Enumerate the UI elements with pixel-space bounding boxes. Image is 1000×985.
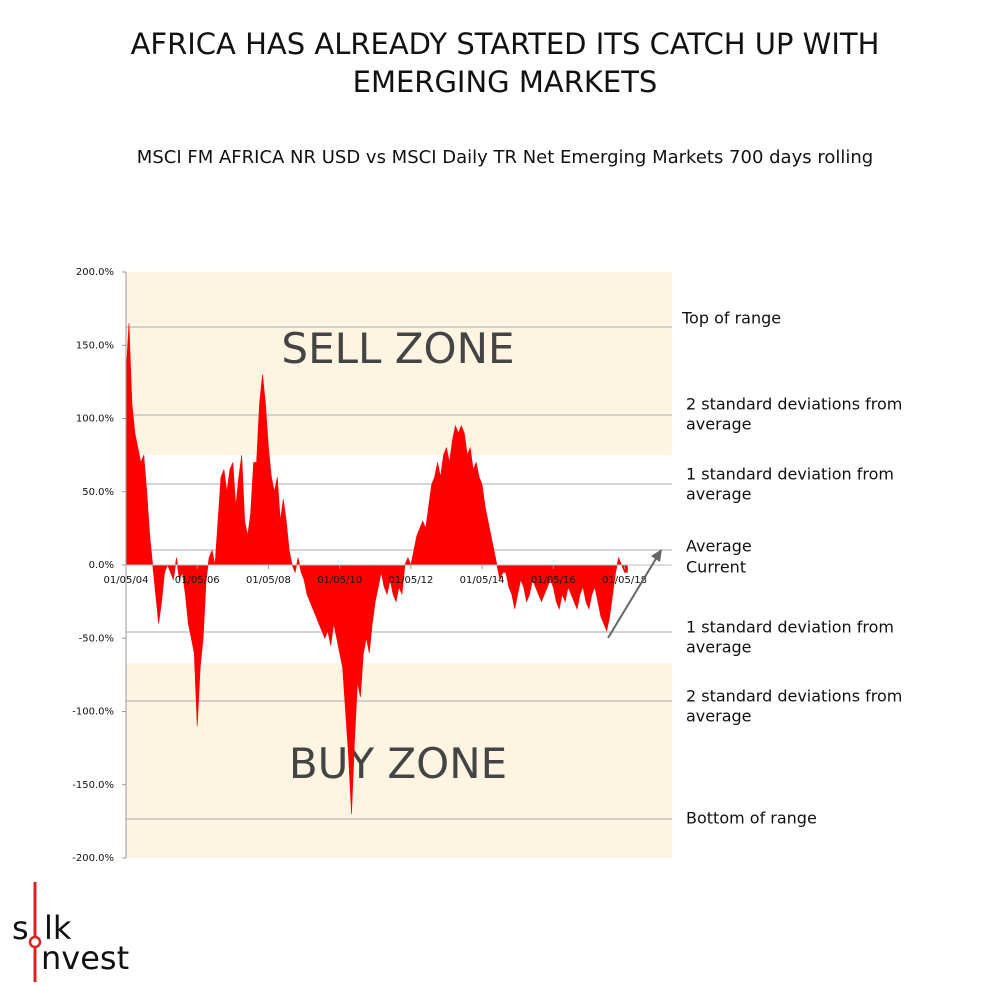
x-tick-label: 01/05/12 [388,575,433,586]
reference-label: average [686,484,752,503]
y-tick-label: 150.0% [76,340,114,351]
reference-label: Average [686,537,752,556]
zone-label: SELL ZONE [281,324,514,373]
reference-label: Top of range [681,308,781,327]
x-tick-label: 01/05/16 [531,575,576,586]
reference-label: Bottom of range [686,809,817,828]
x-tick-label: 01/05/14 [460,575,505,586]
reference-label: 1 standard deviation from [686,464,894,483]
logo-text: lk [44,909,72,947]
x-tick-label: 01/05/04 [104,575,149,586]
reference-label: average [686,637,752,656]
x-tick-label: 01/05/10 [317,575,362,586]
reference-label: average [686,706,752,725]
reference-label: 2 standard deviations from [686,394,902,413]
y-tick-label: -100.0% [72,707,114,718]
reference-label: average [686,414,752,433]
y-tick-label: 100.0% [76,414,114,425]
x-tick-label: 01/05/06 [175,575,220,586]
zone [126,272,672,456]
y-tick-label: 0.0% [89,560,114,571]
zone [126,663,672,858]
chart-title: AFRICA HAS ALREADY STARTED ITS CATCH UP … [131,27,880,61]
annotation: Current [686,558,746,577]
logo-text: s [12,909,29,947]
logo-dot [28,935,42,949]
chart-subtitle: MSCI FM AFRICA NR USD vs MSCI Daily TR N… [137,147,873,168]
arrow-head [651,549,662,562]
y-tick-label: -200.0% [72,853,114,864]
zone-label: BUY ZONE [289,739,507,788]
y-tick-label: -150.0% [72,780,114,791]
chart-title: EMERGING MARKETS [353,65,658,99]
arrow [607,556,658,639]
x-tick-label: 01/05/18 [602,575,647,586]
logo-text: nvest [41,939,129,977]
y-tick-label: -50.0% [79,633,114,644]
y-tick-label: 200.0% [76,267,114,278]
y-tick-label: 50.0% [82,487,114,498]
x-tick-label: 01/05/08 [246,575,291,586]
logo: s lk nvest [12,882,129,982]
reference-label: 1 standard deviation from [686,617,894,636]
reference-label: 2 standard deviations from [686,686,902,705]
